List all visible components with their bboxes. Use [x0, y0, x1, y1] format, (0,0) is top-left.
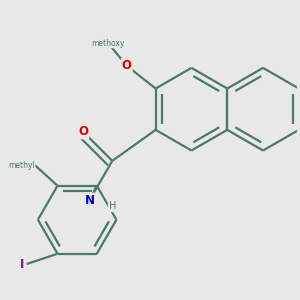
Text: methoxy: methoxy [92, 39, 125, 48]
Text: O: O [78, 125, 88, 138]
Text: H: H [109, 201, 116, 211]
Text: N: N [85, 194, 94, 207]
Text: I: I [20, 258, 25, 271]
Text: O: O [122, 59, 132, 72]
Text: methyl: methyl [8, 160, 35, 169]
